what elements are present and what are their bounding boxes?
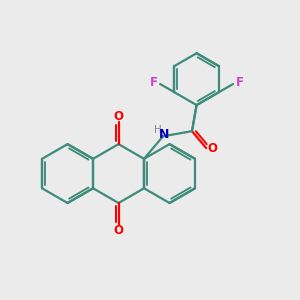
Text: O: O	[114, 224, 124, 237]
Text: O: O	[114, 110, 124, 123]
Text: O: O	[208, 142, 218, 154]
Text: F: F	[236, 76, 244, 89]
Text: F: F	[150, 76, 158, 89]
Text: N: N	[159, 128, 170, 141]
Text: H: H	[154, 125, 162, 135]
